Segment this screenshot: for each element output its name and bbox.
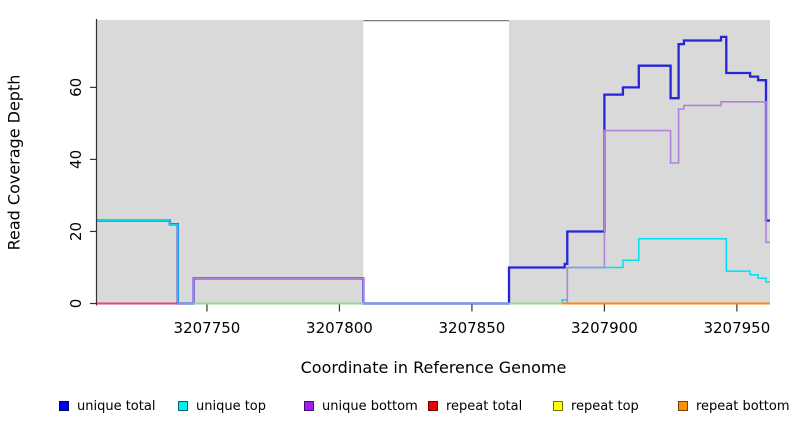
- y-tick-label: 0: [67, 299, 85, 309]
- y-axis-title: Read Coverage Depth: [4, 74, 24, 251]
- legend-swatch-icon: [678, 401, 688, 411]
- legend-swatch-icon: [553, 401, 563, 411]
- legend-label: unique top: [196, 398, 267, 414]
- legend-item-unique-total: unique total: [59, 398, 156, 414]
- x-tick-label: 3207750: [174, 319, 241, 337]
- legend-label: repeat total: [446, 398, 523, 414]
- legend-swatch-icon: [178, 401, 188, 411]
- legend-item-unique-bottom: unique bottom: [304, 398, 418, 414]
- legend-label: unique total: [77, 398, 156, 414]
- legend-swatch-icon: [304, 401, 314, 411]
- x-tick-label: 3207800: [306, 319, 373, 337]
- x-tick-label: 3207850: [439, 319, 506, 337]
- legend-swatch-icon: [428, 401, 438, 411]
- x-tick-label: 3207900: [571, 319, 638, 337]
- x-tick-label: 3207950: [703, 319, 770, 337]
- y-tick-label: 60: [67, 78, 85, 97]
- plot-background-region: [97, 20, 364, 304]
- legend-label: repeat top: [571, 398, 639, 414]
- plot-background-region: [363, 20, 510, 304]
- legend-label: repeat bottom: [696, 398, 790, 414]
- legend-item-repeat-total: repeat total: [428, 398, 523, 414]
- legend-swatch-icon: [59, 401, 69, 411]
- legend-item-unique-top: unique top: [178, 398, 267, 414]
- y-tick-label: 40: [67, 150, 85, 169]
- legend-item-repeat-top: repeat top: [553, 398, 639, 414]
- y-tick-label: 20: [67, 222, 85, 241]
- series-line-unique-bottom: [97, 101, 770, 305]
- legend: unique total unique top unique bottom repea…: [0, 399, 792, 419]
- x-axis-title: Coordinate in Reference Genome: [300, 358, 567, 377]
- legend-item-repeat-bottom: repeat bottom: [678, 398, 790, 414]
- series-line-unique-top: [97, 219, 770, 305]
- legend-label: unique bottom: [322, 398, 418, 414]
